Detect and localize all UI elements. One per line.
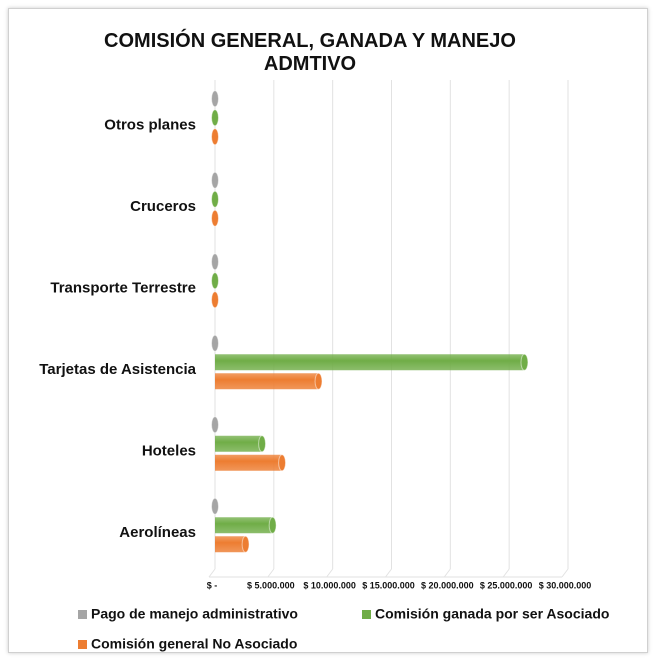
bar-cap xyxy=(278,454,287,472)
chart-frame xyxy=(8,8,648,653)
chart-title: COMISIÓN GENERAL, GANADA Y MANEJO ADMTIV… xyxy=(104,30,516,75)
x-tick-label: $ 20.000.000 xyxy=(421,580,474,590)
x-tick-label: $ - xyxy=(207,580,218,590)
bar xyxy=(215,354,525,371)
bar-cap xyxy=(268,516,277,534)
bar-cap xyxy=(211,272,219,290)
floor-line xyxy=(502,568,510,578)
legend-label: Comisión general No Asociado xyxy=(91,636,297,652)
bar-cap xyxy=(258,435,267,453)
bar-cap xyxy=(211,253,219,271)
bar xyxy=(215,454,283,471)
category-label: Cruceros xyxy=(130,198,196,215)
floor-line xyxy=(326,568,334,578)
bar xyxy=(215,536,246,553)
floor-line xyxy=(208,568,216,578)
x-tick-label: $ 5.000.000 xyxy=(247,580,295,590)
bar-cap xyxy=(211,416,219,434)
bar-cap xyxy=(211,90,219,108)
x-tick-label: $ 10.000.000 xyxy=(303,580,356,590)
bar-cap xyxy=(520,353,529,371)
bar xyxy=(215,373,319,390)
bar xyxy=(215,517,273,534)
floor-line xyxy=(267,568,275,578)
floor-line xyxy=(385,568,392,578)
category-label: Tarjetas de Asistencia xyxy=(39,361,196,378)
bar xyxy=(215,435,263,452)
bar-cap xyxy=(211,109,219,127)
bar-cap xyxy=(314,372,323,390)
legend-swatch xyxy=(78,640,87,649)
legend-label: Comisión ganada por ser Asociado xyxy=(375,606,609,622)
bar-cap xyxy=(211,497,219,515)
bar-cap xyxy=(211,209,219,227)
x-tick-label: $ 15.000.000 xyxy=(362,580,415,590)
bar-cap xyxy=(211,128,219,146)
legend-swatch xyxy=(362,610,371,619)
floor-line xyxy=(443,568,451,578)
bar-cap xyxy=(211,291,219,309)
category-label: Hoteles xyxy=(142,443,196,460)
category-label: Transporte Terrestre xyxy=(50,280,196,297)
floor-line xyxy=(561,568,569,578)
bar-cap xyxy=(211,171,219,189)
category-label: Otros planes xyxy=(104,117,196,134)
x-tick-label: $ 30.000.000 xyxy=(539,580,592,590)
bar-cap xyxy=(211,190,219,208)
bar-cap xyxy=(241,535,250,553)
legend-swatch xyxy=(78,610,87,619)
legend-label: Pago de manejo administrativo xyxy=(91,606,298,622)
category-label: Aerolíneas xyxy=(119,524,196,541)
x-tick-label: $ 25.000.000 xyxy=(480,580,533,590)
bar-cap xyxy=(211,334,219,352)
